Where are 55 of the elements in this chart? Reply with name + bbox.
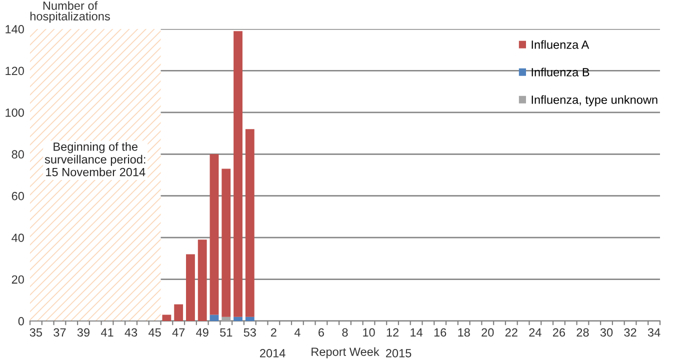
y-tick-label: 40 xyxy=(12,234,24,242)
y-tick-label: 60 xyxy=(12,192,24,200)
x-tick-label: 20 xyxy=(482,328,494,337)
x-tick-label: 14 xyxy=(410,328,423,336)
y-tick-label: 0 xyxy=(18,317,24,326)
x-tick-label: 32 xyxy=(624,328,636,337)
x-tick-label: 37 xyxy=(54,328,66,337)
band-label: Beginning of the surveillance period: 15 November 2014 xyxy=(44,142,146,176)
x-tick-label: 28 xyxy=(576,328,589,337)
x-tick-label: 2 xyxy=(270,328,276,336)
x-tick-label: 22 xyxy=(505,328,518,336)
x-tick-label: 35 xyxy=(30,328,42,337)
y-tick-label: 100 xyxy=(6,108,24,117)
x-tick-label: 45 xyxy=(148,328,161,337)
bar xyxy=(245,316,254,321)
x-tick-label: 49 xyxy=(196,328,208,337)
x-tick-label: 41 xyxy=(100,328,114,336)
legend-label: Influenza B xyxy=(532,68,590,76)
legend-label: Influenza, type unknown xyxy=(532,95,658,106)
bar xyxy=(222,168,231,317)
x-tick-label: 6 xyxy=(318,328,324,337)
x-tick-label: 12 xyxy=(386,328,399,336)
bar xyxy=(234,316,242,321)
bar xyxy=(234,31,242,317)
bar xyxy=(210,154,219,315)
bar xyxy=(198,240,207,321)
x-tick-label: 26 xyxy=(552,328,566,337)
bar xyxy=(222,316,231,321)
text: 2014 xyxy=(260,349,286,358)
x-tick-label: 53 xyxy=(244,328,256,337)
y-tick-label: 120 xyxy=(6,66,24,76)
y-tick-label: 80 xyxy=(12,150,24,159)
x-tick-label: 47 xyxy=(172,328,185,336)
x-tick-label: 34 xyxy=(648,328,660,337)
x-tick-label: 18 xyxy=(458,328,470,337)
text: 2015 xyxy=(386,349,412,358)
y-tick-label: 20 xyxy=(12,275,24,284)
x-tick-label: 8 xyxy=(342,328,348,337)
x-tick-label: 4 xyxy=(294,328,300,336)
legend-label: Influenza A xyxy=(532,40,590,49)
bar xyxy=(174,304,184,321)
x-tick-label: 30 xyxy=(600,328,613,337)
x-tick-label: 10 xyxy=(363,328,375,337)
bar xyxy=(210,314,219,321)
x-tick-label: 51 xyxy=(220,328,232,337)
x-tick-label: 43 xyxy=(124,328,138,337)
y-tick-label: 140 xyxy=(6,25,24,34)
bar xyxy=(245,129,254,317)
x-tick-label: 39 xyxy=(77,328,90,337)
x-tick-label: 16 xyxy=(434,328,446,337)
bar xyxy=(186,254,195,321)
x-tick-label: 24 xyxy=(529,328,542,336)
bar xyxy=(162,314,172,321)
y-axis-title: Number of hospitalizations xyxy=(30,1,110,23)
x-axis-title: Report Week xyxy=(312,347,380,358)
